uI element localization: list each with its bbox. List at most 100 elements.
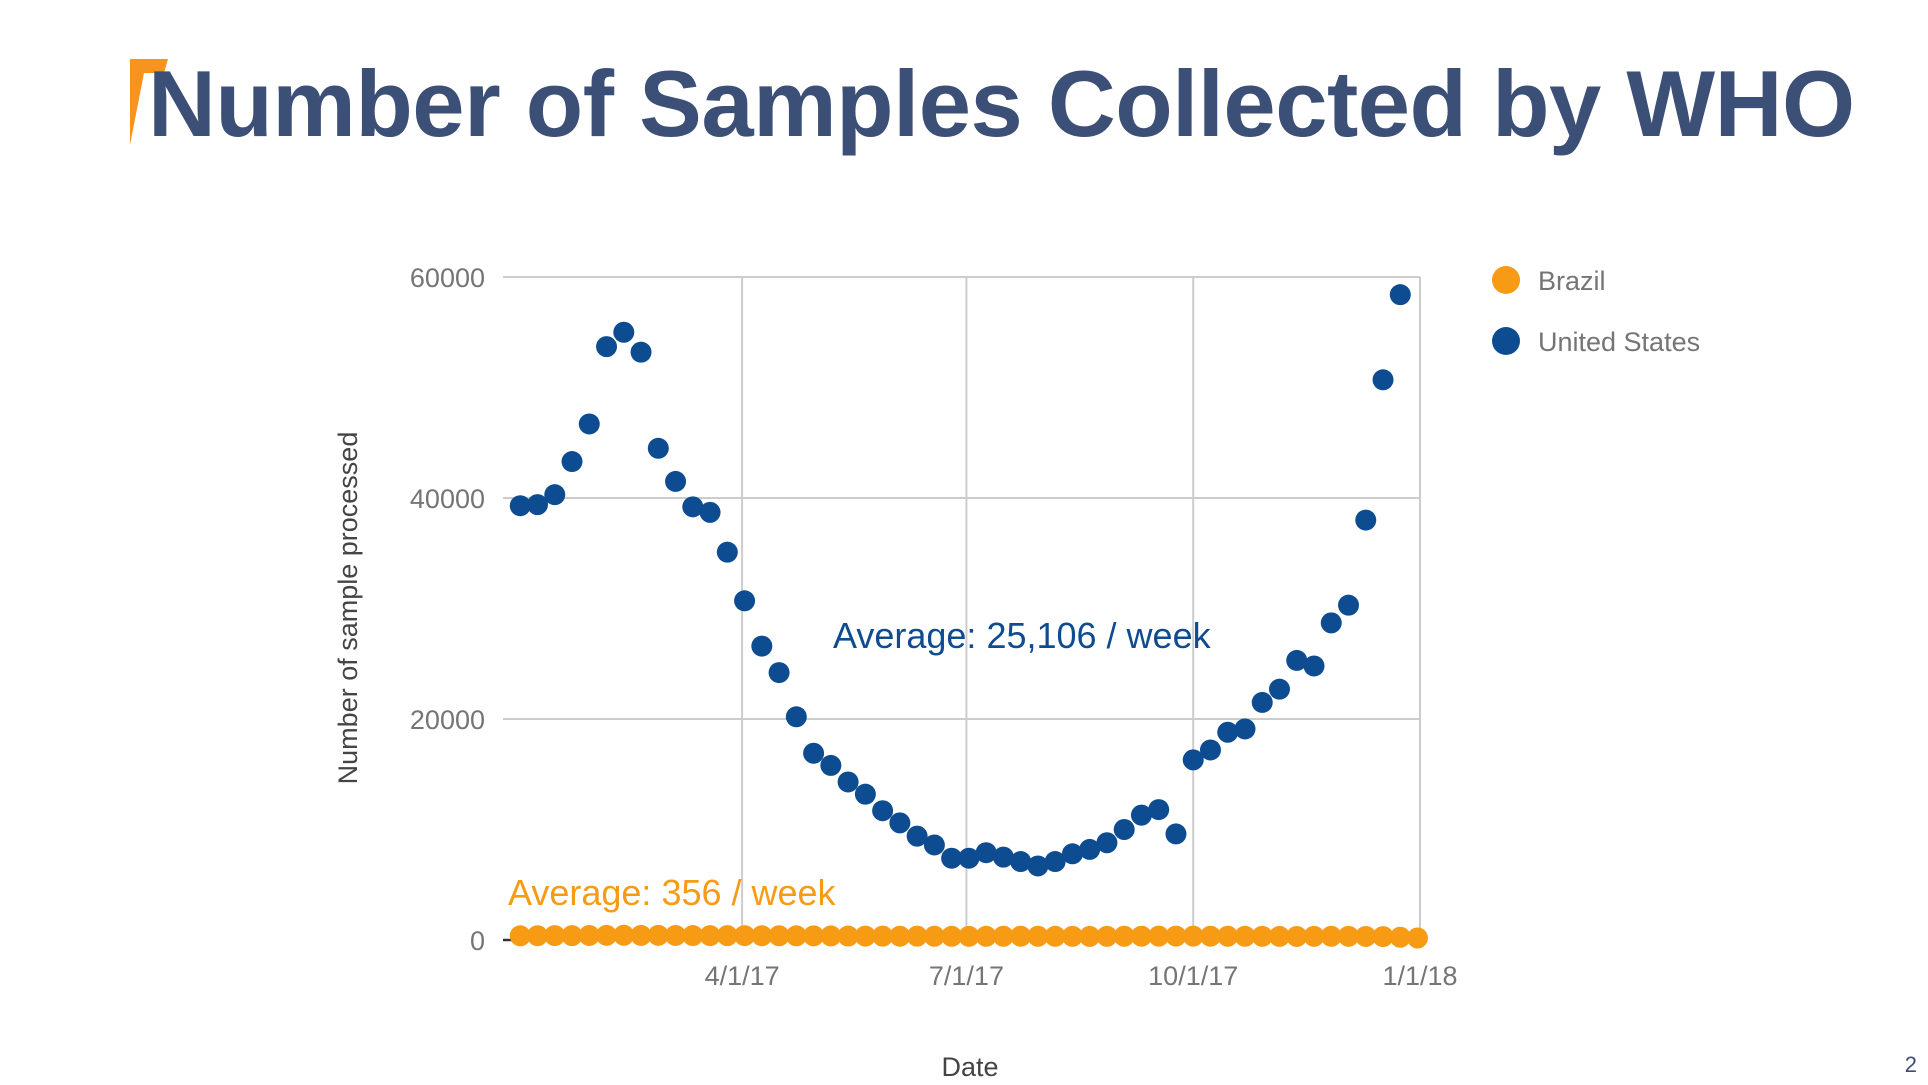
united-states-point bbox=[941, 847, 963, 869]
united-states-point bbox=[1338, 594, 1360, 616]
united-states-point bbox=[699, 501, 721, 523]
brazil-point bbox=[613, 924, 635, 946]
brazil-point bbox=[1268, 925, 1290, 947]
united-states-point bbox=[1303, 655, 1325, 677]
legend-swatch bbox=[1492, 266, 1520, 294]
brazil-point bbox=[1251, 925, 1273, 947]
united-states-point bbox=[544, 484, 566, 506]
united-states-point bbox=[1372, 369, 1394, 391]
chart-labels: Average: 25,106 / week Average: 356 / wee… bbox=[508, 615, 1212, 913]
brazil-point bbox=[992, 925, 1014, 947]
united-states-point bbox=[1199, 739, 1221, 761]
brazil-point bbox=[682, 925, 704, 947]
brazil-point bbox=[768, 925, 790, 947]
united-states-point bbox=[1061, 843, 1083, 865]
brazil-point bbox=[1407, 927, 1429, 949]
united-states-point bbox=[578, 413, 600, 435]
y-tick-label: 40000 bbox=[410, 484, 485, 514]
brazil-point bbox=[1234, 925, 1256, 947]
united-states-point bbox=[975, 842, 997, 864]
y-tick-label: 60000 bbox=[410, 263, 485, 293]
united-states-point bbox=[1286, 649, 1308, 671]
brazil-point bbox=[854, 925, 876, 947]
united-states-point bbox=[1389, 284, 1411, 306]
united-states-point bbox=[1217, 721, 1239, 743]
brazil-point bbox=[1027, 925, 1049, 947]
brazil-point bbox=[1010, 925, 1032, 947]
y-tick-label: 0 bbox=[470, 926, 485, 956]
legend-label: Brazil bbox=[1538, 266, 1606, 296]
grid-lines bbox=[503, 276, 1421, 940]
united-states-point bbox=[734, 590, 756, 612]
x-tick-label: 4/1/17 bbox=[705, 961, 780, 991]
united-states-point bbox=[889, 812, 911, 834]
united-states-point bbox=[1165, 823, 1187, 845]
axes: 0 20000 40000 60000 4/1/17 7/1/17 10/1/17 1/1/1… bbox=[333, 263, 1458, 1082]
brazil-point bbox=[1079, 925, 1101, 947]
united-states-point bbox=[1148, 799, 1170, 821]
brazil-point bbox=[958, 925, 980, 947]
brazil-point bbox=[837, 925, 859, 947]
united-states-point bbox=[1182, 749, 1204, 771]
united-states-point bbox=[1251, 691, 1273, 713]
legend-swatch bbox=[1492, 327, 1520, 355]
brazil-point bbox=[1217, 925, 1239, 947]
united-states-point bbox=[992, 846, 1014, 868]
brazil-point bbox=[889, 925, 911, 947]
united-states-point bbox=[1234, 718, 1256, 740]
slide-title: Number of Samples Collected by WHO bbox=[148, 51, 1855, 156]
brazil-point bbox=[975, 925, 997, 947]
united-states-point bbox=[923, 834, 945, 856]
brazil-point bbox=[872, 925, 894, 947]
title-accent-shape bbox=[130, 59, 168, 145]
brazil-point bbox=[751, 925, 773, 947]
united-states-point bbox=[1027, 855, 1049, 877]
united-states-point bbox=[509, 495, 531, 517]
brazil-point bbox=[1061, 925, 1083, 947]
brazil-point bbox=[578, 924, 600, 946]
brazil-point bbox=[647, 924, 669, 946]
brazil-point bbox=[803, 925, 825, 947]
united-states-point bbox=[1044, 851, 1066, 873]
united-states-point bbox=[561, 451, 583, 473]
brazil-point bbox=[1044, 925, 1066, 947]
united-states-point bbox=[1096, 832, 1118, 854]
united-states-point bbox=[872, 800, 894, 822]
series-united-states bbox=[509, 284, 1411, 877]
series-brazil bbox=[509, 924, 1429, 949]
brazil-point bbox=[906, 925, 928, 947]
united-states-point bbox=[613, 321, 635, 343]
title-accent-mark bbox=[130, 59, 168, 145]
brazil-point bbox=[665, 924, 687, 946]
x-axis-title: Date bbox=[941, 1052, 998, 1082]
brazil-point bbox=[820, 925, 842, 947]
united-states-point bbox=[854, 783, 876, 805]
brazil-point bbox=[1165, 925, 1187, 947]
brazil-point bbox=[1130, 925, 1152, 947]
brazil-point bbox=[923, 925, 945, 947]
brazil-point bbox=[1355, 925, 1377, 947]
united-states-point bbox=[665, 470, 687, 492]
brazil-point bbox=[1113, 925, 1135, 947]
united-states-point bbox=[906, 825, 928, 847]
x-tick-label: 10/1/17 bbox=[1148, 961, 1238, 991]
brazil-point bbox=[544, 925, 566, 947]
united-states-point bbox=[751, 635, 773, 657]
united-states-point bbox=[785, 706, 807, 728]
united-states-point bbox=[647, 437, 669, 459]
brazil-point bbox=[509, 925, 531, 947]
x-tick-label: 1/1/18 bbox=[1382, 961, 1457, 991]
brazil-point bbox=[561, 925, 583, 947]
united-states-point bbox=[596, 336, 618, 358]
brazil-point bbox=[734, 925, 756, 947]
united-states-point bbox=[837, 771, 859, 793]
brazil-point bbox=[1182, 925, 1204, 947]
united-states-point bbox=[1113, 819, 1135, 840]
legend: Brazil United States bbox=[1492, 266, 1700, 357]
united-states-point bbox=[682, 496, 704, 518]
united-states-point bbox=[768, 662, 790, 684]
brazil-point bbox=[1372, 926, 1394, 948]
y-tick-label: 20000 bbox=[410, 705, 485, 735]
page-number: 2 bbox=[1904, 1052, 1917, 1077]
